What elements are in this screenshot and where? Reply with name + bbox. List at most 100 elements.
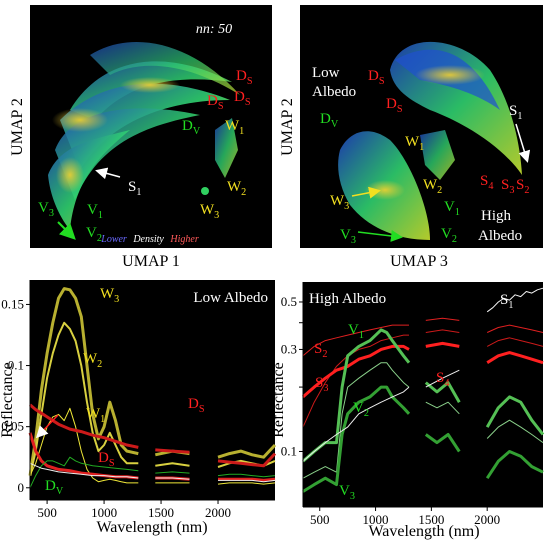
umap32-w3-arrow	[351, 186, 381, 199]
low-albedo-xtick-label-1500: 1500	[148, 505, 174, 520]
low-albedo-label-dv: DV	[45, 478, 64, 497]
umap12-density-legend: Lower Density Higher	[100, 234, 199, 245]
low-albedo-spectra-panel: Low Albedo W3 W2 W1 DS DS DV 500 1000 1500 2000 0…	[0, 280, 277, 536]
umap32-label-w2: W2	[423, 177, 442, 196]
umap32-label-s4: S4	[480, 173, 493, 192]
low-albedo-ylabel: Reflectance	[0, 362, 16, 438]
low-albedo-series-w2-seg1	[155, 462, 190, 467]
high-albedo-label-s1: S1	[500, 292, 513, 311]
low-albedo-series-ds-1-seg1	[155, 448, 190, 454]
high-albedo-series-s3-seg1	[425, 329, 460, 333]
umap12-nn-label: nn: 50	[196, 22, 232, 37]
umap12-point-cloud	[48, 42, 240, 230]
umap12-label-s1: S1	[128, 179, 141, 198]
high-albedo-series-s2-seg2	[486, 324, 544, 333]
high-albedo-label-s4: S4	[436, 370, 449, 389]
umap12-label-v3: V3	[38, 200, 54, 219]
low-albedo-xtick-label-2000: 2000	[205, 505, 231, 520]
low-albedo-series-white-seg0	[29, 462, 139, 479]
high-albedo-series-s2-seg1	[425, 317, 460, 321]
umap32-label-w1: W1	[405, 134, 424, 153]
umap32-v3-arrow	[357, 229, 403, 242]
umap12-label-dv: DV	[182, 118, 201, 137]
low-albedo-series-w3-seg0	[28, 287, 139, 476]
umap12-label-ds-a: DS	[236, 68, 253, 87]
umap32-high-albedo-line1: High	[481, 208, 512, 224]
umap32-label-w3: W3	[330, 193, 349, 212]
umap12-label-w2: W2	[227, 179, 246, 198]
high-albedo-series-v2-seg2	[486, 419, 544, 444]
umap12-label-w1: W1	[225, 118, 244, 137]
low-albedo-label-ds-2: DS	[98, 450, 115, 469]
umap12-label-v2: V2	[86, 225, 102, 244]
high-albedo-series-s4-seg1	[425, 341, 460, 348]
umap32-xlabel: UMAP 3	[390, 253, 448, 270]
low-albedo-background	[30, 280, 275, 500]
umap12-label-w3: W3	[200, 202, 219, 221]
high-albedo-spectra-panel: High Albedo S1 S2 S3 S4 V1 V2 V3 500 1000 1500 20…	[270, 282, 545, 540]
high-albedo-series-v2-seg0	[302, 362, 410, 479]
low-albedo-series-dv-seg0	[29, 456, 139, 489]
low-albedo-w1-arrow	[35, 414, 59, 439]
high-albedo-xtick-label-1000: 1000	[363, 512, 389, 527]
low-albedo-series-w1-seg2	[217, 482, 276, 485]
low-albedo-series-white-seg1	[155, 477, 190, 480]
low-albedo-label-w3: W3	[100, 286, 119, 305]
low-albedo-ytick-label-3: 0.15	[1, 296, 24, 311]
high-albedo-xtick-label-1500: 1500	[418, 512, 444, 527]
high-albedo-label-v3: V3	[339, 483, 355, 502]
umap12-label-ds-c: DS	[234, 89, 251, 108]
high-albedo-xtick-label-500: 500	[310, 512, 330, 527]
umap32-label-ds-a: DS	[368, 68, 385, 87]
low-albedo-ytick-label-1: 0.05	[1, 419, 24, 434]
umap12-xlabel: UMAP 1	[122, 253, 180, 270]
high-albedo-series-v2-seg1	[425, 401, 460, 415]
high-albedo-series-s1-seg0	[486, 287, 544, 313]
umap32-ylabel: UMAP 2	[279, 98, 296, 156]
low-albedo-label-w1: W1	[86, 406, 105, 425]
umap32-label-s3: S3	[501, 177, 514, 196]
low-albedo-xtick-label-500: 500	[37, 505, 57, 520]
umap32-label-v1: V1	[444, 199, 460, 218]
low-albedo-series-dv-seg2	[217, 473, 276, 478]
high-albedo-ylabel: Reflectance	[270, 362, 287, 438]
umap12-label-v1: V1	[87, 202, 103, 221]
umap32-label-ds-b: DS	[386, 96, 403, 115]
high-albedo-ytick-label-4: 0.5	[281, 294, 297, 309]
high-albedo-label-v1: V1	[348, 322, 364, 341]
high-albedo-ytick-label-0: 0.1	[281, 443, 297, 458]
high-albedo-title: High Albedo	[309, 291, 386, 307]
umap32-s1-arrow	[515, 123, 531, 163]
high-albedo-xlabel: Wavelength (nm)	[368, 523, 479, 540]
umap32-label-s1: S1	[509, 103, 522, 122]
low-albedo-label-ds-1: DS	[188, 396, 205, 415]
umap32-label-dv: DV	[320, 111, 339, 130]
high-albedo-background	[303, 282, 543, 507]
high-albedo-series-v3-seg2	[485, 450, 544, 480]
high-albedo-series-v1-seg2	[485, 395, 545, 436]
high-albedo-label-s3: S3	[315, 375, 328, 394]
umap32-low-albedo-line2: Albedo	[312, 84, 356, 100]
umap32-label-v2: V2	[441, 226, 457, 245]
low-albedo-series-ds-1-seg2	[217, 452, 277, 468]
umap12-panel: nn: 50 DS DS DS DV W1 W2 W3 S1 V3 V1 V2 Lower Dens…	[9, 5, 272, 270]
umap32-label-v3: V3	[340, 227, 356, 246]
high-albedo-series-white-seg0	[302, 386, 410, 462]
high-albedo-label-s2: S2	[314, 341, 327, 360]
high-albedo-series-s4-seg2	[486, 351, 544, 365]
umap32-low-albedo-line1: Low	[312, 65, 340, 81]
low-albedo-xlabel: Wavelength (nm)	[96, 519, 207, 536]
high-albedo-series-v3-seg1	[424, 433, 461, 453]
low-albedo-series-dv-seg1	[155, 471, 190, 474]
umap12-label-ds-b: DS	[207, 93, 224, 112]
high-albedo-series-s2-seg0	[302, 324, 409, 357]
low-albedo-title: Low Albedo	[193, 290, 268, 306]
umap12-v-arrow	[57, 221, 76, 240]
low-albedo-xtick-label-1000: 1000	[91, 505, 117, 520]
umap12-s1-arrow	[95, 167, 121, 180]
umap32-high-albedo-line2: Albedo	[478, 228, 522, 244]
low-albedo-series-ds-2-seg2	[218, 477, 276, 482]
high-albedo-series-s3-seg2	[486, 337, 544, 347]
umap32-label-s2: S2	[516, 177, 529, 196]
